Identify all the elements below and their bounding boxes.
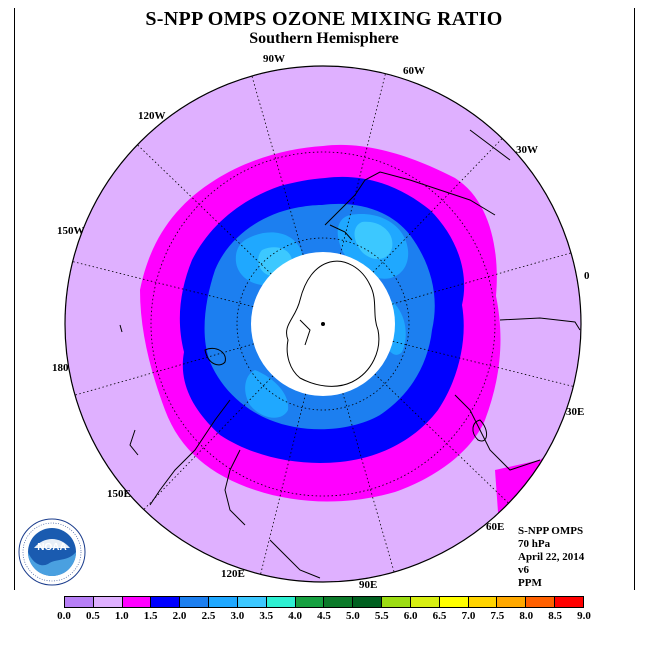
graticule [65, 66, 581, 582]
lon-label-150e: 150E [107, 488, 131, 500]
colorbar-segment [237, 597, 267, 607]
info-pressure: 70 hPa [518, 538, 551, 550]
meridian-line [342, 393, 395, 573]
colorbar-tick-label: 3.5 [259, 610, 274, 622]
meridian-line [260, 393, 306, 575]
colorbar-segment [65, 597, 94, 607]
colorbar-segment [93, 597, 123, 607]
colorbar-segment [353, 597, 383, 607]
info-date: April 22, 2014 [518, 551, 585, 563]
lon-label-30w: 30W [516, 144, 538, 156]
colorbar-segment [209, 597, 238, 607]
lon-label-60e: 60E [486, 521, 504, 533]
colorbar-segment [468, 597, 498, 607]
colorbar-segment [410, 597, 440, 607]
colorbar-segment [122, 597, 152, 607]
south-pole-dot [321, 322, 325, 326]
meridian-line [72, 261, 254, 307]
colorbar-segment [439, 597, 469, 607]
colorbar-segment [151, 597, 181, 607]
colorbar-segment [526, 597, 556, 607]
lon-label-150w: 150W [57, 225, 85, 237]
lon-label-90w: 90W [263, 53, 285, 65]
meridian-line [74, 343, 254, 396]
colorbar-tick-label: 2.5 [201, 610, 216, 622]
lon-label-90e: 90E [359, 579, 377, 591]
colorbar-segment [295, 597, 325, 607]
colorbar-tick-label: 6.5 [432, 610, 447, 622]
colorbar-tick-label: 0.5 [86, 610, 100, 622]
colorbar-segment [324, 597, 354, 607]
colorbar-tick-label: 8.5 [548, 610, 562, 622]
colorbar-segment [497, 597, 527, 607]
lon-label-120w: 120W [138, 110, 166, 122]
meridian-line [137, 144, 272, 275]
colorbar-segment [266, 597, 296, 607]
colorbar-tick-label: 8.0 [519, 610, 534, 622]
colorbar-tick-label: 3.0 [230, 610, 245, 622]
map-subtitle: Southern Hemisphere [249, 30, 399, 47]
colorbar-segment [555, 597, 583, 607]
lon-label-30e: 30E [566, 406, 584, 418]
frame-right [634, 8, 635, 590]
colorbar-tick-label: 5.0 [346, 610, 360, 622]
meridian-line [251, 75, 304, 255]
colorbar-tick-label: 5.5 [374, 610, 389, 622]
meridian-line [374, 373, 509, 504]
colorbar-tick-label: 2.0 [172, 610, 187, 622]
info-version: v6 [518, 564, 529, 576]
meridian-line [372, 138, 503, 273]
colorbar-tick-label: 1.0 [114, 610, 129, 622]
globe-outline [64, 65, 582, 583]
noaa-logo-text: NOAA [37, 542, 66, 553]
frame-left [14, 8, 15, 590]
meridians [72, 73, 574, 575]
meridian-line [392, 341, 574, 387]
coastlines [119, 129, 581, 579]
lon-label-120e: 120E [221, 568, 245, 580]
colorbar-tick-label: 7.0 [461, 610, 476, 622]
polar-map: 90W 60W 120W 30W 150W 0 180 30E 150E 60E… [52, 53, 590, 591]
map-title: S-NPP OMPS OZONE MIXING RATIO [145, 8, 503, 30]
colorbar-tick-label: 7.5 [490, 610, 505, 622]
colorbar-tick-label: 0.0 [57, 610, 71, 622]
colorbar-tick-label: 1.5 [143, 610, 158, 622]
lon-label-180: 180 [52, 362, 69, 374]
lon-label-60w: 60W [403, 65, 425, 77]
colorbar-tick-label: 4.5 [317, 610, 331, 622]
lon-label-0: 0 [584, 270, 590, 282]
info-units: PPM [518, 577, 542, 589]
contour-2p5-c [245, 370, 289, 418]
meridian-line [340, 73, 386, 255]
contour-3p0-a [354, 221, 393, 260]
colorbar-segment [382, 597, 411, 607]
info-instrument: S-NPP OMPS [518, 525, 584, 537]
colorbar-segment [180, 597, 210, 607]
colorbar-tick-label: 6.0 [403, 610, 418, 622]
colorbar-tick-label: 9.0 [577, 610, 591, 622]
noaa-logo-icon: NOAA [18, 518, 86, 586]
meridian-line [392, 252, 572, 305]
colorbar [64, 596, 584, 608]
meridian-line [143, 375, 274, 510]
colorbar-tick-label: 4.0 [288, 610, 302, 622]
